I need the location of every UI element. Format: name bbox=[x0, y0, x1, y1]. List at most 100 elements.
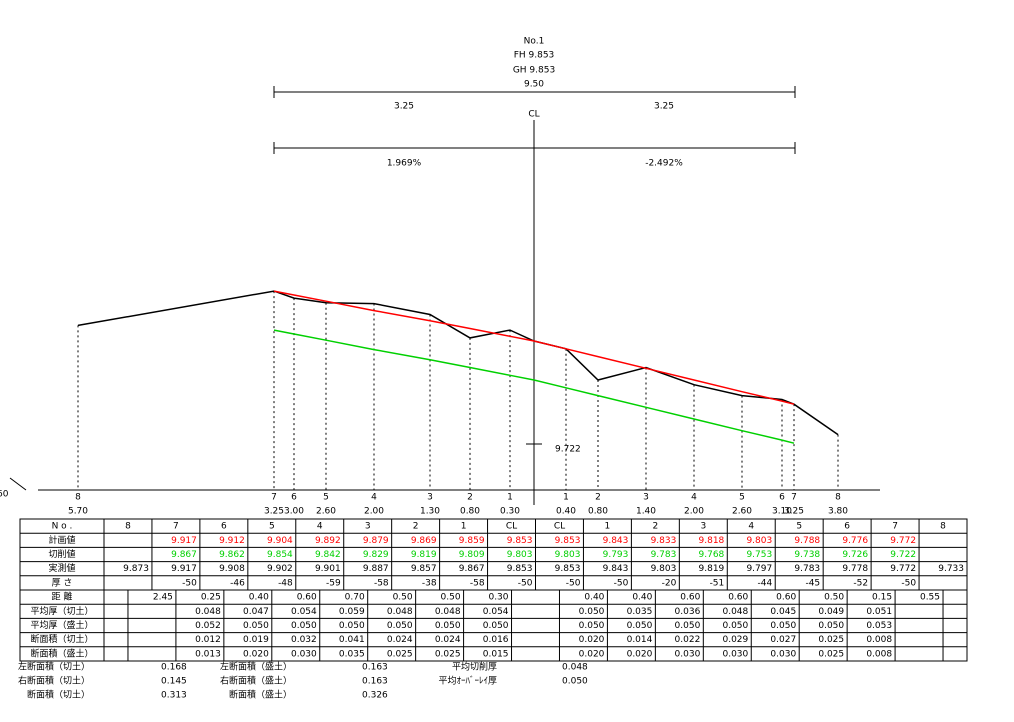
cell: 9.902 bbox=[267, 564, 293, 574]
cell: 9.819 bbox=[411, 550, 437, 560]
cell: 0.50 bbox=[824, 593, 844, 603]
cell: 9.854 bbox=[267, 550, 293, 560]
cell: 0.030 bbox=[675, 649, 701, 659]
cell: 0.053 bbox=[866, 621, 892, 631]
cell: -58 bbox=[470, 578, 485, 588]
cell: 9.793 bbox=[603, 550, 629, 560]
design-line bbox=[273, 290, 795, 405]
cell: 0.014 bbox=[627, 635, 653, 645]
point-no: 4 bbox=[691, 493, 697, 503]
cell: 2.45 bbox=[153, 593, 173, 603]
cell: 9.819 bbox=[699, 564, 725, 574]
cell: 0.40 bbox=[249, 593, 269, 603]
row-label: 計画値 bbox=[48, 534, 75, 546]
cell: 0.40 bbox=[584, 593, 604, 603]
point-no: 4 bbox=[371, 493, 377, 503]
cell: 0.048 bbox=[195, 607, 221, 617]
right-slope: -2.492% bbox=[645, 159, 683, 169]
cell: -50 bbox=[901, 578, 916, 588]
cell: -45 bbox=[805, 578, 820, 588]
cell: 9.809 bbox=[459, 550, 485, 560]
left-width: 3.25 bbox=[394, 102, 414, 112]
cell: 9.733 bbox=[938, 564, 964, 574]
cell: 0.024 bbox=[387, 635, 413, 645]
point-no: 7 bbox=[791, 493, 797, 503]
summary-value: 0.145 bbox=[161, 677, 187, 687]
cell: 0.020 bbox=[579, 635, 605, 645]
cell: 0.019 bbox=[243, 635, 269, 645]
point-no: 6 bbox=[779, 493, 785, 503]
right-width: 3.25 bbox=[654, 102, 674, 112]
summary-label: 左断面積（切土） bbox=[18, 661, 90, 673]
cell: 0.054 bbox=[483, 607, 509, 617]
cell: 0.047 bbox=[243, 607, 269, 617]
header-cell: 8 bbox=[125, 522, 131, 532]
point-no: 6 bbox=[291, 493, 297, 503]
cell: 0.052 bbox=[195, 621, 221, 631]
cell: 9.853 bbox=[555, 536, 581, 546]
left-slope: 1.969% bbox=[387, 159, 422, 169]
cut-line bbox=[273, 329, 795, 444]
cell: -52 bbox=[853, 578, 868, 588]
cell: 0.60 bbox=[776, 593, 796, 603]
cell: 0.050 bbox=[243, 621, 269, 631]
cl-label: CL bbox=[528, 110, 539, 120]
cell: 9.859 bbox=[459, 536, 485, 546]
cell: -50 bbox=[182, 578, 197, 588]
cell: -59 bbox=[326, 578, 341, 588]
cell: 0.054 bbox=[291, 607, 317, 617]
cell: 9.722 bbox=[890, 550, 916, 560]
point-no: 7 bbox=[271, 493, 277, 503]
point-offset: 0.80 bbox=[588, 507, 608, 517]
section-no: No.1 bbox=[524, 37, 545, 47]
cell: 0.025 bbox=[818, 649, 844, 659]
header-cell: 4 bbox=[317, 522, 323, 532]
cell: 9.797 bbox=[746, 564, 772, 574]
marker-label: 9.722 bbox=[555, 445, 581, 455]
point-offset: 3.25 bbox=[264, 507, 284, 517]
cell: 9.843 bbox=[603, 536, 629, 546]
point-offset: 5.70 bbox=[68, 507, 88, 517]
header-cell: CL bbox=[554, 522, 565, 532]
cell: 0.048 bbox=[435, 607, 461, 617]
summary-value: 0.163 bbox=[362, 677, 388, 687]
header-cell: 8 bbox=[940, 522, 946, 532]
cell: 9.803 bbox=[746, 536, 772, 546]
cell: 9.908 bbox=[219, 564, 245, 574]
cell: 0.050 bbox=[291, 621, 317, 631]
cell: 9.853 bbox=[507, 536, 533, 546]
cell: 0.70 bbox=[345, 593, 365, 603]
cell: 0.050 bbox=[579, 607, 605, 617]
cell: 0.041 bbox=[339, 635, 365, 645]
cell: 0.050 bbox=[675, 621, 701, 631]
point-no: 3 bbox=[643, 493, 649, 503]
header-cell: CL bbox=[506, 522, 517, 532]
point-offset: 1.30 bbox=[420, 507, 440, 517]
cell: -46 bbox=[230, 578, 245, 588]
point-no: 8 bbox=[75, 493, 81, 503]
cell: 0.30 bbox=[488, 593, 508, 603]
cell: 0.035 bbox=[627, 607, 653, 617]
cell: 0.050 bbox=[818, 621, 844, 631]
fh: FH 9.853 bbox=[514, 51, 555, 61]
cell: 0.022 bbox=[675, 635, 701, 645]
row-label: 平均厚（切土） bbox=[30, 605, 93, 617]
cell: 0.15 bbox=[872, 593, 892, 603]
cell: 9.901 bbox=[315, 564, 341, 574]
cell: 0.012 bbox=[195, 635, 221, 645]
cell: 0.020 bbox=[579, 649, 605, 659]
cell: 0.050 bbox=[387, 621, 413, 631]
point-no: 5 bbox=[323, 493, 329, 503]
cell: 9.853 bbox=[555, 564, 581, 574]
cell: 9.768 bbox=[699, 550, 725, 560]
cell: 0.048 bbox=[722, 607, 748, 617]
cell: 9.776 bbox=[842, 536, 868, 546]
cell: 0.036 bbox=[675, 607, 701, 617]
summary-value: 0.326 bbox=[362, 691, 388, 701]
summary-label: 右断面積（切土） bbox=[18, 675, 90, 687]
header-cell: 5 bbox=[269, 522, 275, 532]
gh: GH 9.853 bbox=[513, 66, 555, 76]
header-cell: 3 bbox=[700, 522, 706, 532]
cell: 9.843 bbox=[603, 564, 629, 574]
